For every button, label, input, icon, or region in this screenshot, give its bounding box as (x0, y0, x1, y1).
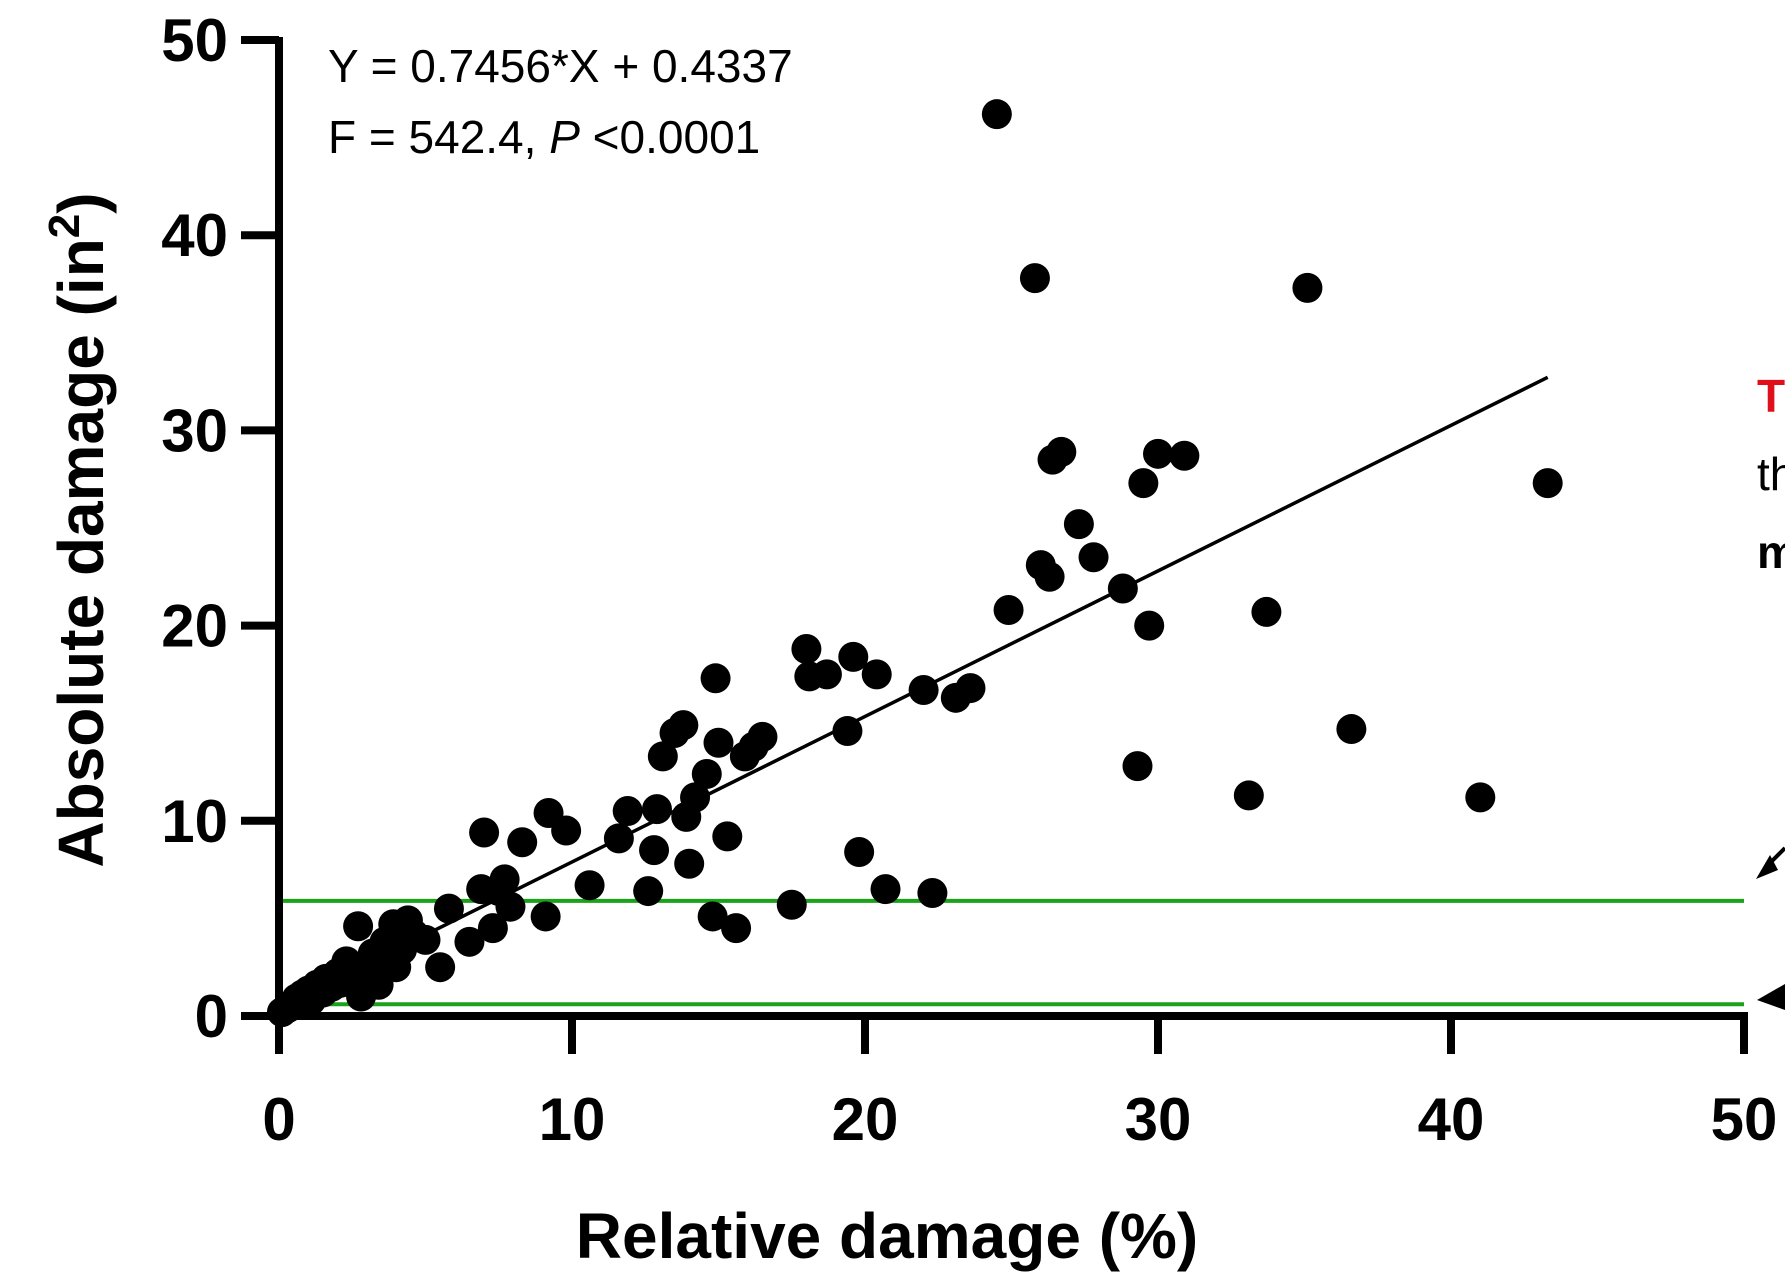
data-point-76 (981, 99, 1012, 130)
f-statistic-annotation: F = 542.4, P <0.0001 (328, 111, 760, 163)
x-tick-label-10: 10 (539, 1086, 606, 1153)
y-axis-title: Absolute damage (in2) (40, 192, 118, 867)
data-point-54 (691, 758, 722, 789)
equation-annotation: Y = 0.7456*X + 0.4337 (328, 40, 793, 92)
data-point-70 (861, 659, 892, 690)
data-point-62 (747, 721, 778, 752)
data-point-47 (641, 794, 672, 825)
data-point-66 (811, 659, 842, 690)
data-points (266, 99, 1563, 1028)
data-point-30 (433, 893, 464, 924)
data-point-28 (410, 924, 441, 955)
data-point-50 (668, 710, 699, 741)
side-text-line-3: m (1757, 526, 1785, 578)
data-point-83 (1063, 509, 1094, 540)
data-point-52 (674, 848, 705, 879)
data-point-63 (776, 889, 807, 920)
tick-labels: 0 10 20 30 40 50 0 10 20 30 40 50 (161, 7, 1777, 1153)
data-point-31 (454, 926, 485, 957)
data-point-45 (633, 876, 664, 907)
data-point-80 (1034, 561, 1065, 592)
data-point-64 (791, 634, 822, 665)
data-point-95 (1465, 782, 1496, 813)
data-point-59 (721, 913, 752, 944)
data-point-75 (955, 673, 986, 704)
x-tick-label-20: 20 (832, 1086, 899, 1153)
side-text-line-1: T (1757, 370, 1785, 422)
x-tick-label-50: 50 (1711, 1086, 1778, 1153)
data-point-55 (697, 901, 728, 932)
data-point-96 (1532, 468, 1563, 499)
data-point-71 (870, 874, 901, 905)
y-tick-label-50: 50 (161, 7, 228, 74)
data-point-88 (1134, 610, 1165, 641)
y-tick-label-30: 30 (161, 397, 228, 464)
data-point-44 (612, 796, 643, 827)
x-tick-label-30: 30 (1125, 1086, 1192, 1153)
data-point-84 (1078, 542, 1109, 573)
data-point-37 (495, 891, 526, 922)
data-point-57 (703, 727, 734, 758)
data-point-38 (507, 827, 538, 858)
data-point-46 (639, 835, 670, 866)
data-point-72 (908, 675, 939, 706)
x-tick-label-0: 0 (262, 1086, 295, 1153)
data-point-86 (1122, 751, 1153, 782)
data-point-94 (1336, 714, 1367, 745)
data-point-67 (832, 716, 863, 747)
data-point-58 (712, 821, 743, 852)
side-text-line-2: th (1757, 448, 1785, 500)
y-tick-label-20: 20 (161, 593, 228, 660)
x-tick-label-40: 40 (1418, 1086, 1485, 1153)
data-point-43 (603, 823, 634, 854)
data-point-68 (838, 641, 869, 672)
data-point-48 (647, 741, 678, 772)
x-axis-title: Relative damage (%) (576, 1200, 1198, 1272)
data-point-77 (993, 594, 1024, 625)
data-point-33 (469, 817, 500, 848)
y-tick-label-10: 10 (161, 788, 228, 855)
data-point-34 (477, 913, 508, 944)
data-point-87 (1128, 468, 1159, 499)
data-point-85 (1107, 573, 1138, 604)
data-point-56 (700, 663, 731, 694)
data-point-92 (1251, 596, 1282, 627)
data-point-42 (574, 870, 605, 901)
data-point-16 (343, 911, 374, 942)
data-point-69 (844, 837, 875, 868)
y-tick-label-40: 40 (161, 202, 228, 269)
data-point-91 (1233, 780, 1264, 811)
data-point-82 (1046, 436, 1077, 467)
data-point-36 (489, 864, 520, 895)
data-point-89 (1143, 438, 1173, 469)
data-point-93 (1292, 272, 1323, 303)
data-point-41 (551, 815, 582, 846)
y-tick-label-0: 0 (195, 983, 228, 1050)
data-point-39 (530, 901, 561, 932)
data-point-78 (1019, 263, 1050, 294)
axes (241, 36, 1748, 1054)
data-point-53 (680, 782, 711, 813)
data-point-73 (917, 878, 948, 909)
data-point-90 (1169, 440, 1200, 471)
arrow-upper (1756, 846, 1785, 879)
data-point-29 (425, 952, 456, 983)
arrow-lower (1757, 984, 1785, 1010)
